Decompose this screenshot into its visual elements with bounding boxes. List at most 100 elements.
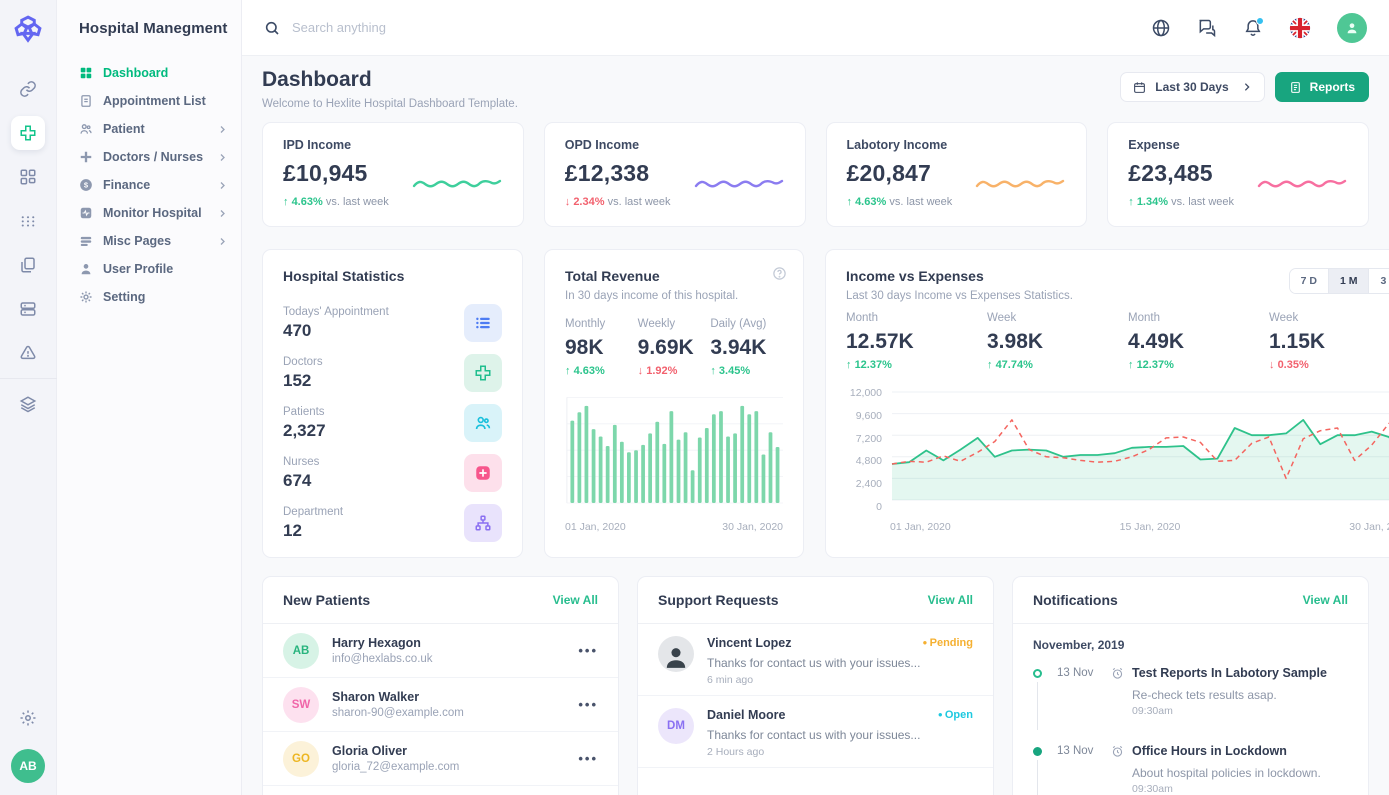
card-subtitle: Last 30 days Income vs Expenses Statisti… (846, 290, 1073, 302)
gear-icon (80, 291, 92, 303)
rail-user-avatar[interactable]: AB (11, 749, 45, 783)
kpi-delta: 2.34% (565, 196, 605, 208)
range-toggle: 7 D 1 M 3 M (1288, 268, 1389, 294)
users-icon (80, 124, 92, 134)
kpi-card-expense: Expense £23,485 1.34% vs. last week (1107, 122, 1369, 227)
notification-item: 13 Nov Test Reports In Labotory Sample R… (1033, 666, 1348, 730)
date-range-button[interactable]: Last 30 Days (1120, 72, 1265, 102)
sidebar-item-dashboard[interactable]: Dashboard (57, 59, 241, 87)
sparkline (412, 179, 501, 188)
new-patients-card: New Patients View All AB Harry Hexagon in… (262, 576, 619, 795)
avatar: GO (283, 740, 319, 777)
reports-button[interactable]: Reports (1274, 72, 1369, 102)
bell-icon[interactable] (1243, 16, 1264, 38)
sidebar-item-user-profile[interactable]: User Profile (57, 255, 241, 283)
support-requests-card: Support Requests View All Vincent Lopez … (637, 576, 994, 795)
sidebar-item-misc-pages[interactable]: Misc Pages (57, 227, 241, 255)
user-avatar[interactable] (1337, 12, 1367, 43)
rail-settings-icon[interactable] (11, 701, 45, 735)
sparkline (1257, 179, 1347, 188)
ive-metric-expense-week: Week 1.15K 0.35% (1269, 312, 1389, 371)
sidebar-item-finance[interactable]: $ Finance (57, 171, 241, 199)
svg-text:$: $ (84, 181, 89, 190)
row-menu-icon[interactable]: ••• (578, 751, 598, 766)
stack-bars-icon (80, 236, 92, 246)
sidebar-item-monitor-hospital[interactable]: Monitor Hospital (57, 199, 241, 227)
search-icon[interactable] (264, 20, 280, 36)
patient-row: AB Harry Hexagon info@hexlabs.co.uk ••• (263, 624, 618, 678)
globe-icon[interactable] (1151, 18, 1171, 38)
main-area: Dashboard Welcome to Hexlite Hospital Da… (242, 0, 1389, 795)
timeline-dot (1033, 747, 1042, 756)
card-title: Notifications (1033, 592, 1118, 608)
notification-group-label: November, 2019 (1033, 638, 1125, 652)
server-icon[interactable] (11, 292, 45, 326)
medical-cross-icon[interactable] (11, 116, 45, 150)
range-7d[interactable]: 7 D (1289, 269, 1329, 293)
alarm-icon (1112, 667, 1123, 679)
plus-icon (80, 151, 92, 163)
kpi-value: £20,847 (846, 160, 932, 186)
user-icon (81, 264, 91, 275)
dashboard-icon (80, 67, 92, 79)
status-badge: Open (938, 709, 973, 721)
card-title: Support Requests (658, 592, 779, 608)
alarm-icon (1112, 745, 1123, 757)
avatar: DM (658, 708, 694, 744)
notification-badge (1256, 16, 1264, 25)
alert-triangle-icon[interactable] (11, 336, 45, 370)
help-icon[interactable] (772, 266, 787, 281)
people-icon (464, 404, 502, 442)
pages-icon[interactable] (11, 248, 45, 282)
chevron-right-icon (220, 125, 225, 133)
ive-metric-income-week: Week 3.98K 47.74% (987, 312, 1128, 371)
sidebar-item-setting[interactable]: Setting (57, 283, 241, 311)
sidebar-item-appointment-list[interactable]: Appointment List (57, 87, 241, 115)
kpi-card-opd-income: OPD Income £12,338 2.34% vs. last week (543, 122, 806, 227)
search-input[interactable] (292, 20, 592, 35)
medical-cross-icon (464, 354, 502, 392)
chevron-right-icon (220, 181, 225, 189)
x-axis-start: 01 Jan, 2020 (565, 521, 626, 533)
kpi-delta: 1.34% (1128, 196, 1168, 208)
avatar-photo (658, 636, 694, 672)
card-title: Income vs Expenses (846, 268, 984, 284)
revenue-bar-chart (566, 397, 783, 504)
kpi-value: £10,945 (283, 160, 368, 186)
support-row: DM Daniel Moore Open Thanks for contact … (638, 696, 993, 768)
file-icon (81, 95, 91, 107)
sidebar-item-patient[interactable]: Patient (57, 115, 241, 143)
sidebar-menu: Dashboard Appointment List Patient Docto… (57, 59, 241, 311)
ive-metric-income-month: Month 12.57K 12.37% (846, 312, 987, 371)
metric-daily: Daily (Avg) 3.94K 3.45% (710, 318, 783, 377)
coin-icon: $ (80, 179, 92, 191)
grid-icon[interactable] (11, 160, 45, 194)
row-menu-icon[interactable]: ••• (578, 643, 598, 658)
x-axis-end: 30 Jan, 2020 (722, 521, 783, 533)
app-logo[interactable] (13, 14, 43, 44)
view-all-link[interactable]: View All (552, 593, 598, 607)
link-icon[interactable] (11, 72, 45, 106)
dots-grid-icon[interactable] (11, 204, 45, 238)
range-1m[interactable]: 1 M (1328, 269, 1370, 293)
uk-flag-icon[interactable] (1289, 17, 1311, 39)
metric-monthly: Monthly 98K 4.63% (565, 318, 638, 377)
status-badge: Pending (923, 637, 973, 649)
topbar (242, 0, 1389, 56)
plus-square-icon (464, 454, 502, 492)
layers-icon[interactable] (11, 387, 45, 421)
chat-icon[interactable] (1197, 18, 1217, 38)
view-all-link[interactable]: View All (1302, 593, 1348, 607)
view-all-link[interactable]: View All (927, 593, 973, 607)
chevron-right-icon (220, 209, 225, 217)
kpi-delta: 4.63% (847, 196, 887, 208)
row-menu-icon[interactable]: ••• (578, 697, 598, 712)
sidebar-item-doctors-nurses[interactable]: Doctors / Nurses (57, 143, 241, 171)
card-title: Hospital Statistics (283, 268, 405, 284)
hospital-statistics-card: Hospital Statistics Todays' Appointment 4… (262, 249, 523, 558)
sparkline (976, 179, 1065, 188)
range-3m[interactable]: 3 M (1369, 269, 1389, 293)
patient-row: SW Sharon Walker sharon-90@example.com ••… (263, 678, 618, 732)
avatar: SW (283, 686, 319, 723)
